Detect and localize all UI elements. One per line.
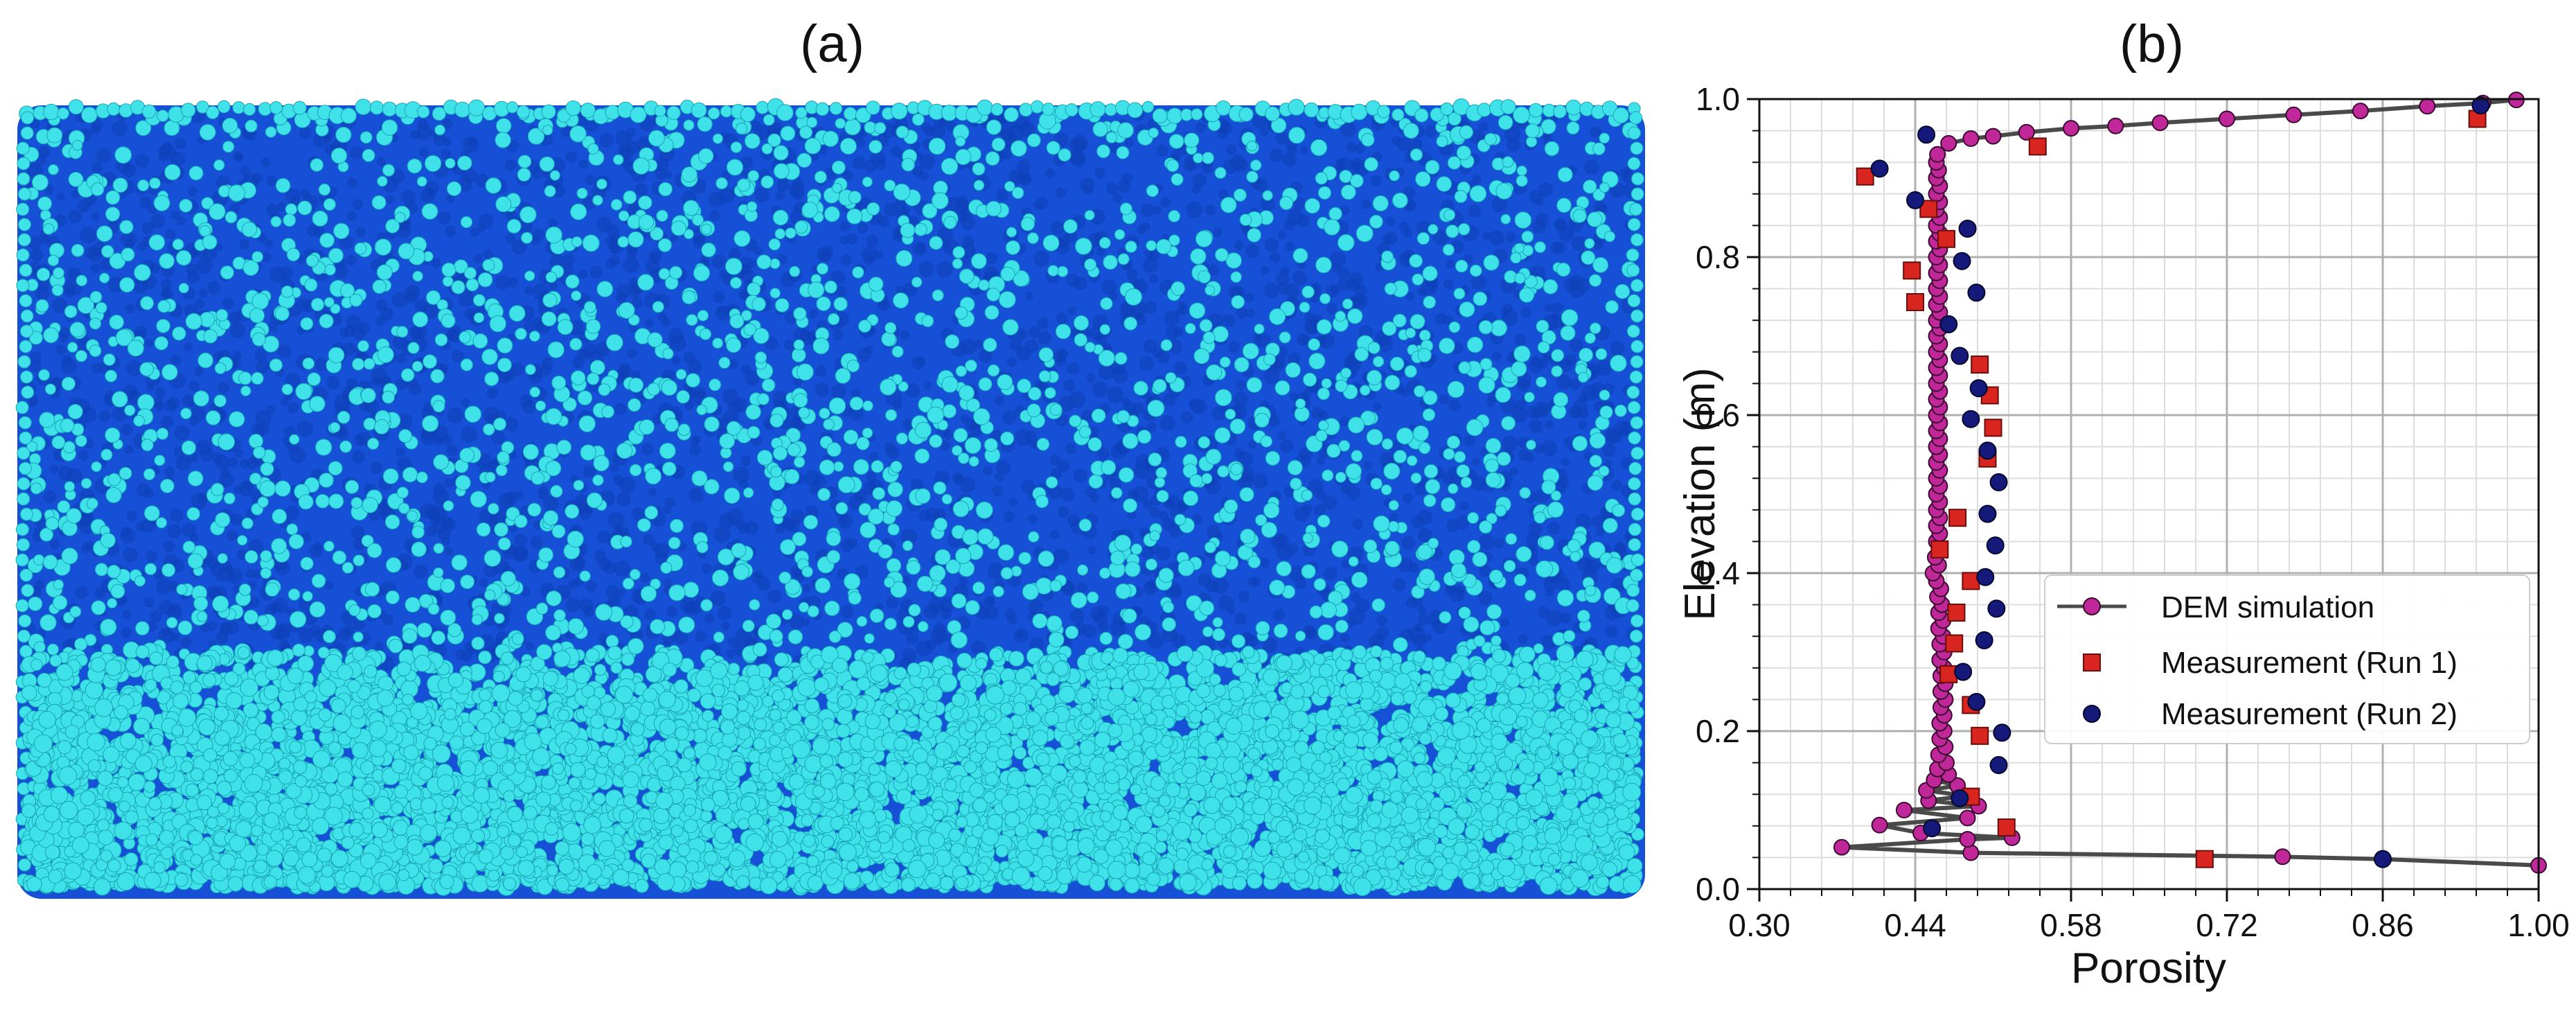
run1-point	[1971, 356, 1989, 374]
x-tick-label: 0.44	[1884, 907, 1946, 943]
run2-point	[2374, 850, 2392, 868]
series-measurement-run2	[1870, 96, 2490, 868]
run1-point	[1945, 634, 1964, 653]
dem-point	[2018, 123, 2035, 141]
grid-major	[1758, 98, 2540, 890]
plot-frame	[1758, 98, 2540, 890]
dem-point	[1929, 146, 1946, 163]
run2-point	[2471, 96, 2490, 115]
run1-point	[1930, 540, 1949, 559]
run2-point	[1989, 756, 2008, 775]
axis-ticks: 0.30 0.44 0.58 0.72 0.86 1.00 0.0 0.2 0.4 0.6 0.8 1…	[1696, 81, 2570, 943]
run2-point	[1986, 536, 2005, 555]
run1-point	[1984, 419, 2002, 437]
dem-point	[2063, 120, 2079, 137]
y-tick-label: 0.6	[1696, 397, 1740, 433]
dem-point	[2274, 848, 2291, 866]
x-tick-label: 0.30	[1728, 907, 1791, 943]
dem-point	[2285, 106, 2302, 123]
grid-minor	[1759, 98, 2539, 890]
panel-label-b: (b)	[2120, 15, 2184, 73]
legend-run2-marker	[2083, 705, 2101, 723]
legend-box	[2044, 574, 2530, 744]
run1-point	[1948, 509, 1967, 527]
dem-point	[1962, 130, 1980, 147]
y-tick-label: 1.0	[1696, 81, 1740, 117]
legend-dem-label: DEM simulation	[2161, 590, 2374, 624]
series-dem-simulation	[1833, 91, 2547, 874]
run2-point	[1923, 819, 1942, 838]
y-tick-label: 0.4	[1696, 555, 1740, 591]
dem-point	[2419, 98, 2436, 115]
legend-run1-marker	[2083, 653, 2101, 672]
dem-point	[1833, 839, 1850, 856]
dem-point	[2151, 114, 2169, 132]
dem-point	[1984, 128, 2002, 145]
run2-point	[1870, 159, 1889, 178]
run2-point	[1978, 504, 1997, 523]
dem-point	[2219, 110, 2235, 128]
x-tick-label: 1.00	[2507, 907, 2570, 943]
dem-point	[1959, 809, 1976, 827]
legend-run2-label: Measurement (Run 2)	[2161, 697, 2458, 731]
run1-point	[1856, 167, 1874, 186]
run2-point	[1906, 191, 1924, 209]
dem-point	[1871, 816, 1888, 834]
y-tick-label: 0.0	[1696, 871, 1740, 907]
run1-point	[2195, 850, 2214, 868]
run2-point	[1969, 379, 1988, 398]
run2-point	[1958, 219, 1977, 238]
run2-point	[1975, 631, 1993, 649]
legend: DEM simulation Measurement (Run 1) Measu…	[2044, 574, 2530, 744]
x-tick-label: 0.86	[2352, 907, 2414, 943]
dem-point	[1940, 134, 1957, 152]
dem-point	[2107, 117, 2124, 134]
run2-point	[1976, 568, 1995, 586]
run1-point	[1906, 292, 1924, 311]
run2-point	[1939, 315, 1958, 333]
run1-point	[1971, 726, 1989, 745]
y-tick-label: 0.2	[1696, 713, 1740, 749]
panel-label-a: (a)	[800, 15, 864, 73]
run2-point	[1962, 410, 1980, 428]
dem-point	[1962, 844, 1980, 861]
bed-particles	[15, 98, 1644, 897]
x-tick-label: 0.58	[2040, 907, 2102, 943]
run2-point	[1953, 252, 1971, 270]
dem-point	[1959, 831, 1976, 848]
series-measurement-run1	[1856, 109, 2487, 868]
legend-dem-marker	[2083, 597, 2101, 615]
run1-point	[2028, 137, 2047, 156]
run2-point	[1951, 789, 1969, 807]
run2-point	[1967, 283, 1986, 302]
run2-point	[1967, 692, 1986, 711]
run1-point	[1997, 818, 2016, 837]
y-axis-label: Elevation (m)	[1676, 367, 1724, 620]
x-tick-label: 0.72	[2196, 907, 2258, 943]
run2-point	[1951, 346, 1969, 365]
run2-point	[1917, 125, 1936, 144]
x-axis-label: Porosity	[2071, 945, 2226, 992]
run1-point	[1937, 229, 1955, 248]
run2-point	[1978, 441, 1997, 460]
run2-point	[1987, 599, 2006, 618]
particle-bed-image	[15, 98, 1645, 899]
run1-point	[1939, 665, 1958, 683]
run1-point	[1947, 604, 1966, 622]
run1-point	[1903, 261, 1921, 280]
dem-point	[1895, 802, 1912, 818]
dem-point	[2352, 103, 2369, 120]
run2-point	[1989, 473, 2008, 491]
y-tick-label: 0.8	[1696, 239, 1740, 275]
particle-bed-render	[14, 97, 1649, 908]
run2-point	[1954, 662, 1973, 681]
legend-run1-label: Measurement (Run 1)	[2161, 646, 2458, 680]
run2-point	[1993, 723, 2011, 742]
